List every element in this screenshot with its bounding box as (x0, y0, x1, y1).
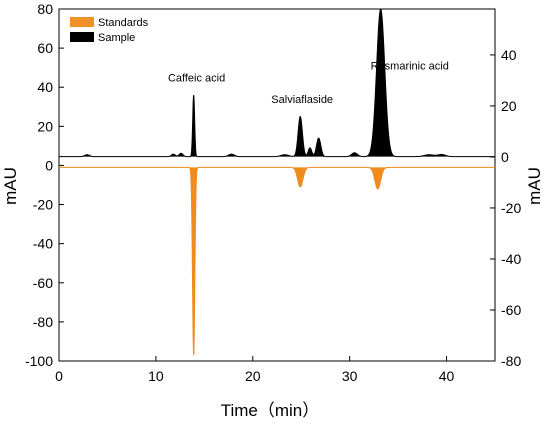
y-left-tick-label: -40 (33, 236, 53, 252)
x-axis-title: Time（min） (221, 401, 320, 420)
legend-swatch (70, 17, 94, 27)
y-left-axis-ticks: 80 60 40 20 0 -20 -40 -60 -80 -100 (25, 1, 64, 369)
x-tick-label: 30 (342, 368, 358, 384)
series-line-standards (59, 166, 495, 356)
peak-label: Rosmarinic acid (371, 61, 449, 73)
legend: Standards Sample (70, 17, 149, 44)
x-tick-label: 10 (148, 368, 164, 384)
y-right-tick-label: -60 (501, 302, 521, 318)
y-right-tick-label: 20 (501, 98, 517, 114)
x-tick-label: 20 (245, 368, 261, 384)
y-right-axis-ticks: 40 20 0 -20 -40 -60 -80 (490, 47, 521, 369)
peak-annotations: Caffeic acid Salviaflaside Rosmarinic acid (168, 61, 449, 106)
y-left-tick-label: 0 (45, 157, 53, 173)
y-left-tick-label: -20 (33, 197, 53, 213)
series-area-standards (59, 167, 495, 356)
y-right-tick-label: -20 (501, 200, 521, 216)
y-right-axis-title: mAU (525, 167, 544, 205)
y-right-tick-label: -40 (501, 251, 521, 267)
series-standards (59, 166, 495, 356)
y-left-axis-title: mAU (1, 167, 20, 205)
plot-frame (58, 8, 496, 362)
series-line-sample (59, 8, 495, 158)
x-axis-ticks: 0 10 20 30 40 (55, 356, 455, 384)
x-tick-label: 0 (55, 368, 63, 384)
y-left-tick-label: -60 (33, 275, 53, 291)
series-area-sample (59, 9, 495, 157)
y-left-tick-label: 60 (37, 40, 53, 56)
peak-label: Caffeic acid (168, 72, 225, 84)
y-left-tick-label: 80 (37, 1, 53, 17)
y-right-tick-label: 40 (501, 47, 517, 63)
y-left-tick-label: -80 (33, 314, 53, 330)
peak-label: Salviaflaside (271, 94, 333, 106)
y-left-tick-label: 20 (37, 118, 53, 134)
legend-label: Sample (98, 32, 135, 44)
legend-swatch (70, 32, 94, 42)
y-right-tick-label: -80 (501, 353, 521, 369)
series-sample (59, 8, 495, 158)
x-tick-label: 40 (439, 368, 455, 384)
y-left-tick-label: -100 (25, 353, 53, 369)
legend-label: Standards (98, 17, 149, 29)
y-left-tick-label: 40 (37, 79, 53, 95)
y-right-tick-label: 0 (501, 149, 509, 165)
